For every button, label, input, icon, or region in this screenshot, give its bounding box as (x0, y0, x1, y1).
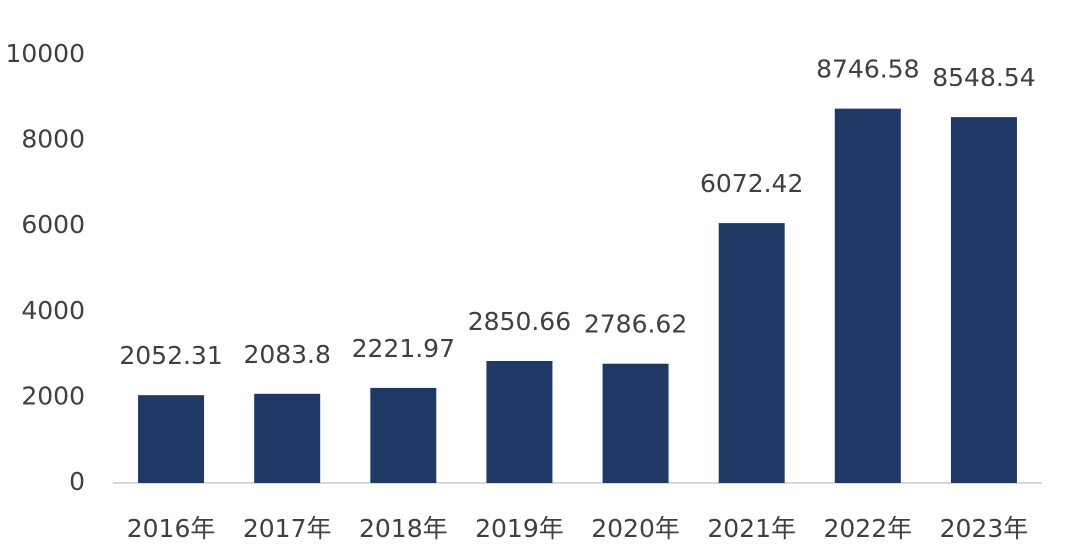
bar (602, 363, 669, 483)
data-label: 8548.54 (932, 63, 1035, 92)
x-tick-label: 2023年 (940, 514, 1029, 543)
data-label: 2221.97 (352, 334, 455, 363)
bar (834, 108, 901, 484)
bar (254, 393, 321, 483)
y-tick-label: 2000 (21, 381, 85, 410)
data-label: 6072.42 (700, 169, 803, 198)
y-tick-label: 8000 (21, 125, 85, 154)
x-tick-label: 2016年 (127, 514, 216, 543)
x-tick-label: 2022年 (824, 514, 913, 543)
bar (370, 387, 437, 483)
x-tick-label: 2021年 (707, 514, 796, 543)
data-label: 2052.31 (119, 341, 222, 370)
data-label: 8746.58 (816, 55, 919, 84)
data-label: 2786.62 (584, 310, 687, 339)
data-label: 2850.66 (468, 307, 571, 336)
x-tick-label: 2018年 (359, 514, 448, 543)
y-tick-label: 6000 (21, 210, 85, 239)
bar (950, 117, 1017, 483)
x-tick-label: 2019年 (475, 514, 564, 543)
y-tick-label: 10000 (5, 39, 85, 68)
x-tick-label: 2020年 (591, 514, 680, 543)
y-tick-label: 0 (69, 467, 85, 496)
data-label: 2083.8 (243, 340, 330, 369)
bar (718, 223, 785, 484)
bar (138, 395, 205, 483)
bar (486, 360, 553, 483)
x-tick-label: 2017年 (243, 514, 332, 543)
y-tick-label: 4000 (21, 296, 85, 325)
